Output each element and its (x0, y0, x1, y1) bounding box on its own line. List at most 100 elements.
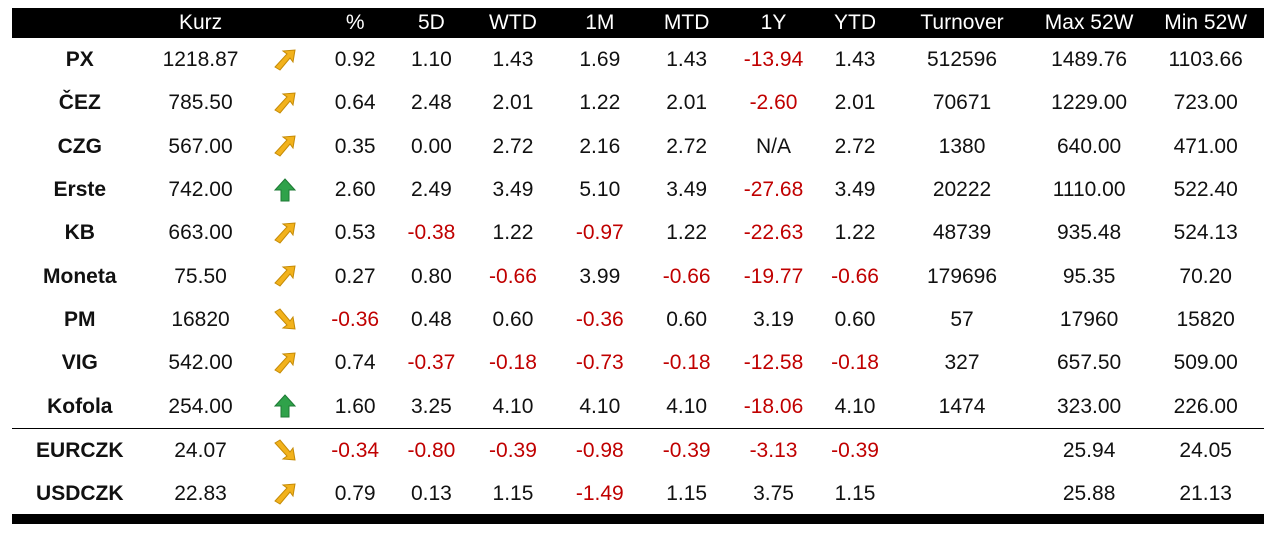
change-wtd: 1.15 (492, 482, 534, 506)
stock-name: CZG (57, 134, 102, 158)
change-mtd: 2.01 (666, 91, 708, 115)
change-wtd: -0.39 (469, 427, 557, 472)
turnover: 1474 (938, 394, 986, 418)
col-header-pct: % (345, 11, 365, 34)
stock-name: ČEZ (58, 91, 101, 115)
change-mtd: 1.22 (666, 221, 708, 245)
bottom-rule (12, 514, 1264, 524)
turnover: 1380 (938, 134, 986, 158)
col-header-mtd: MTD (663, 11, 710, 34)
change-1m: -0.98 (556, 427, 644, 472)
change-1y: -13.94 (743, 48, 804, 72)
price: 75.50 (174, 264, 227, 288)
table-row: PM 16820 -0.36 0.48 0.60 -0.36 0.60 3.19 0.60 57 1… (12, 298, 1264, 341)
change-5d: 0.80 (410, 264, 452, 288)
change-1m: 5.10 (579, 178, 621, 202)
change-ytd: 1.15 (834, 482, 876, 506)
change-1m: -0.73 (575, 351, 624, 375)
price: 254.00 (168, 394, 233, 418)
change-wtd: -0.18 (489, 351, 537, 375)
max-52w: 935.48 (1056, 221, 1122, 245)
change-wtd: 3.49 (492, 178, 534, 202)
change-5d: 2.49 (410, 178, 452, 202)
change-wtd: 4.10 (492, 394, 534, 418)
min-52w: 509.00 (1173, 351, 1238, 375)
stock-name: USDCZK (36, 482, 124, 506)
change-ytd: 1.22 (834, 221, 876, 245)
stock-name: PM (64, 307, 96, 331)
table-row: USDCZK 22.83 0.79 0.13 1.15 -1.49 1.15 3.75 1.15… (12, 472, 1264, 515)
max-52w: 1489.76 (1051, 48, 1128, 72)
stock-name: Erste (53, 178, 107, 202)
min-52w: 471.00 (1173, 134, 1238, 158)
change-mtd: 1.15 (666, 482, 708, 506)
stock-name: PX (65, 48, 94, 72)
price: 742.00 (168, 178, 233, 202)
change-ytd: -0.39 (816, 427, 894, 472)
col-header-max52w: Max 52W (1044, 11, 1134, 34)
change-1m: 3.99 (579, 264, 621, 288)
col-header-5d: 5D (417, 11, 445, 34)
change-pct: -0.36 (331, 307, 380, 331)
min-52w: 24.05 (1147, 427, 1264, 472)
change-ytd: 4.10 (834, 394, 876, 418)
change-5d: 3.25 (410, 394, 452, 418)
change-pct: -0.34 (317, 427, 394, 472)
change-1m: 4.10 (579, 394, 621, 418)
change-mtd: 1.43 (666, 48, 708, 72)
table-row: Moneta 75.50 0.27 0.80 -0.66 3.99 -0.66 -19.77 -… (12, 254, 1264, 297)
turnover: 70671 (932, 91, 992, 115)
change-wtd: 2.72 (492, 134, 534, 158)
min-52w: 1103.66 (1168, 48, 1243, 72)
price: 16820 (171, 307, 230, 331)
arrow-down-right-icon (254, 298, 318, 341)
change-pct: 2.60 (334, 178, 376, 202)
price: 542.00 (168, 351, 233, 375)
arrow-up-icon (254, 384, 318, 428)
turnover: 512596 (926, 48, 998, 72)
change-5d: -0.38 (407, 221, 456, 245)
max-52w: 1229.00 (1051, 91, 1128, 115)
change-1m: -1.49 (575, 482, 624, 506)
change-wtd: 1.22 (492, 221, 534, 245)
price: 663.00 (168, 221, 233, 245)
price: 22.83 (174, 482, 227, 506)
change-ytd: 3.49 (834, 178, 876, 202)
change-ytd: -0.66 (831, 264, 879, 288)
price: 567.00 (168, 134, 233, 158)
change-ytd: 0.60 (834, 307, 876, 331)
change-1y: 3.75 (753, 482, 794, 506)
turnover (893, 427, 1031, 472)
change-pct: 0.79 (334, 482, 376, 506)
col-header-trend (254, 8, 318, 38)
change-5d: 2.48 (410, 91, 452, 115)
stock-name: Moneta (43, 264, 117, 288)
arrow-up-right-icon (254, 125, 318, 168)
table-row: ČEZ 785.50 0.64 2.48 2.01 1.22 2.01 -2.60 2.01 70… (12, 81, 1264, 124)
col-header-name (12, 8, 148, 38)
arrow-up-right-icon (254, 472, 318, 515)
turnover: 48739 (932, 221, 992, 245)
col-header-1m: 1M (585, 11, 615, 34)
change-pct: 1.60 (334, 394, 376, 418)
stock-name: Kofola (47, 394, 113, 418)
change-1y: -12.58 (743, 351, 804, 375)
col-header-turnover: Turnover (920, 11, 1004, 34)
change-1m: 1.22 (579, 91, 621, 115)
change-1m: 1.69 (579, 48, 621, 72)
table-header-row: Kurz % 5D WTD 1M MTD 1Y YTD Turnover Max… (12, 8, 1264, 38)
change-ytd: 2.72 (834, 134, 876, 158)
turnover: 327 (944, 351, 980, 375)
arrow-down-right-icon (253, 427, 318, 472)
change-ytd: 2.01 (834, 91, 876, 115)
max-52w: 1110.00 (1052, 178, 1126, 202)
col-header-kurz: Kurz (178, 11, 223, 34)
table-row: EURCZK 24.07 -0.34 -0.80 -0.39 -0.98 -0.39 -3.1… (12, 427, 1264, 472)
arrow-up-right-icon (254, 211, 318, 254)
price: 24.07 (147, 427, 254, 472)
change-1y: N/A (755, 134, 791, 158)
arrow-up-right-icon (254, 81, 318, 124)
change-1y: -22.63 (743, 221, 804, 245)
change-wtd: 2.01 (492, 91, 534, 115)
change-1y: -2.60 (749, 91, 798, 115)
